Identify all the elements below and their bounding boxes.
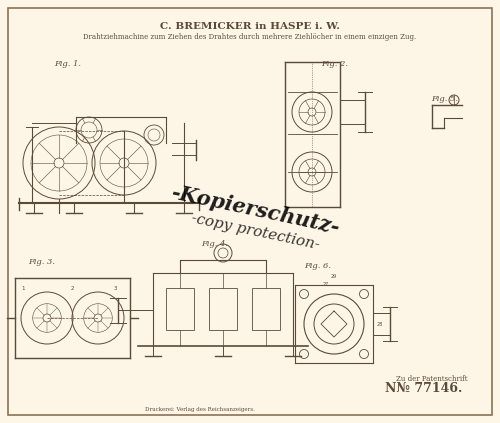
Text: Druckerei: Verlag des Reichsanzeigers.: Druckerei: Verlag des Reichsanzeigers.: [145, 407, 255, 412]
Text: -copy protection-: -copy protection-: [190, 212, 320, 253]
Text: Fig. 4.: Fig. 4.: [202, 240, 228, 248]
Bar: [166, 288, 194, 330]
Text: 28: 28: [377, 321, 384, 327]
Text: 2: 2: [70, 286, 74, 291]
Text: 1: 1: [21, 286, 25, 291]
Text: 3: 3: [113, 286, 117, 291]
Text: Fig. 6.: Fig. 6.: [304, 262, 332, 270]
Text: Fig. 2.: Fig. 2.: [322, 60, 348, 68]
Text: Fig. 3.: Fig. 3.: [28, 258, 56, 266]
Text: N№ 77146.: N№ 77146.: [384, 382, 462, 395]
Text: -Kopierschutz-: -Kopierschutz-: [169, 182, 341, 238]
Text: Drahtziehmachine zum Ziehen des Drahtes durch mehrere Ziehlöcher in einem einzig: Drahtziehmachine zum Ziehen des Drahtes …: [84, 33, 416, 41]
Text: Zu der Patentschrift: Zu der Patentschrift: [396, 375, 468, 383]
Text: Fig. 1.: Fig. 1.: [54, 60, 82, 68]
Text: C. BREMICKER in HASPE i. W.: C. BREMICKER in HASPE i. W.: [160, 22, 340, 31]
Text: 29: 29: [331, 274, 337, 279]
Text: Fig. 5.: Fig. 5.: [432, 95, 458, 103]
Bar: [209, 288, 237, 330]
Bar: [252, 288, 280, 330]
Text: 27: 27: [323, 282, 329, 287]
